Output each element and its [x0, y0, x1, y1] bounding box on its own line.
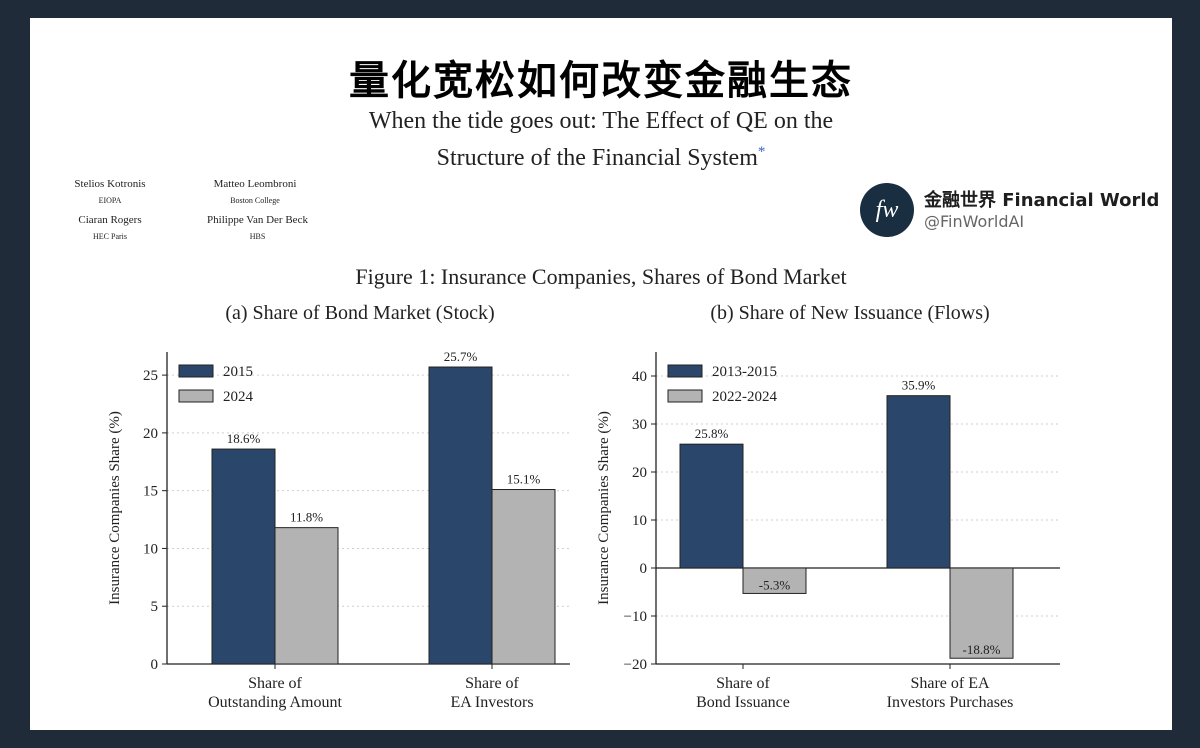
data-label-b-0-1: 35.9% [902, 378, 936, 393]
bar-charts: 0 5 10 15 20 25 Insurance Companies Share (%) 1… [107, 349, 1060, 711]
author-affiliation: HEC Paris [93, 232, 127, 241]
data-label-a-1-0: 11.8% [290, 510, 323, 525]
author-name: Stelios Kotronis [74, 178, 146, 190]
author-vanderbeck: Philippe Van Der Beck HBS [190, 214, 325, 241]
x-tick-label-a: Share of [465, 675, 519, 692]
data-label-a-0-1: 25.7% [444, 349, 478, 364]
subplot-b-title: (b) Share of New Issuance (Flows) [710, 302, 990, 324]
y-tick-label-a: 25 [143, 368, 158, 384]
y-tick-label-a: 10 [143, 541, 158, 557]
author-affiliation: EIOPA [98, 196, 122, 205]
paper-title-line1: When the tide goes out: The Effect of QE… [368, 108, 834, 134]
y-tick-label-b: 30 [632, 417, 647, 433]
y-tick-label-b: 20 [632, 465, 647, 481]
x-tick-label-b: Bond Issuance [696, 694, 790, 711]
author-kotronis: Stelios Kotronis EIOPA [50, 178, 170, 205]
author-leombroni: Matteo Leombroni Boston College [195, 178, 315, 205]
x-tick-label-b: Share of [716, 675, 770, 692]
legend-label-b-0: 2013-2015 [712, 364, 777, 380]
paper-title-line2: Structure of the Financial System* [30, 144, 1172, 172]
author-affiliation: Boston College [230, 196, 280, 205]
legend-label-a-1: 2024 [223, 389, 254, 405]
main-title: 量化宽松如何改变金融生态 [349, 58, 853, 104]
bar-a-0-1 [428, 366, 493, 665]
footnote-asterisk[interactable]: * [757, 144, 766, 160]
legend-swatch-a-1 [178, 389, 214, 403]
bar-b-0-0 [679, 443, 744, 569]
legend-swatch-a-0 [178, 364, 214, 378]
bar-a-1-1 [491, 489, 556, 665]
y-tick-label-a: 5 [151, 599, 159, 615]
figure-title: Figure 1: Insurance Companies, Shares of… [355, 264, 847, 289]
bar-a-1-0 [274, 527, 339, 665]
legend-swatch-b-0 [667, 364, 703, 378]
brand-name: 金融世界 Financial World [924, 190, 1160, 211]
x-tick-label-a: Outstanding Amount [208, 694, 342, 711]
data-label-a-1-1: 15.1% [507, 472, 541, 487]
data-label-b-0-0: 25.8% [695, 426, 729, 441]
author-name: Philippe Van Der Beck [207, 214, 308, 226]
brand-handle: @FinWorldAI [924, 212, 1025, 231]
y-tick-label-a: 15 [143, 484, 158, 500]
brand-watermark: fw 金融世界 Financial World @FinWorldAI [860, 183, 1160, 237]
paper-title-line2-text: Structure of the Financial System [436, 145, 758, 171]
subplot-a-title: (a) Share of Bond Market (Stock) [225, 302, 495, 324]
y-tick-label-b: 0 [640, 561, 648, 577]
x-tick-label-b: Investors Purchases [887, 694, 1014, 711]
x-tick-label-b: Share of EA [910, 675, 990, 692]
legend-label-b-1: 2022-2024 [712, 389, 777, 405]
paper-page: 量化宽松如何改变金融生态 When the tide goes out: The… [30, 18, 1172, 730]
y-tick-label-b: 10 [632, 513, 647, 529]
brand-logo: fw [860, 183, 914, 237]
bar-a-0-0 [211, 448, 276, 665]
author-rogers: Ciaran Rogers HEC Paris [50, 214, 170, 241]
author-name: Matteo Leombroni [213, 178, 297, 190]
y-tick-label-b: 40 [632, 369, 647, 385]
y-axis-label-b: Insurance Companies Share (%) [596, 411, 612, 605]
bar-b-0-1 [886, 395, 951, 569]
legend-label-a-0: 2015 [223, 364, 253, 380]
bar-b-1-1 [949, 567, 1014, 659]
data-label-b-1-0: -5.3% [759, 577, 791, 592]
y-tick-label-a: 0 [151, 657, 159, 673]
author-name: Ciaran Rogers [78, 214, 142, 226]
legend-swatch-b-1 [667, 389, 703, 403]
data-label-b-1-1: -18.8% [963, 642, 1001, 657]
y-tick-label-b: −10 [624, 609, 647, 625]
y-axis-label-a: Insurance Companies Share (%) [107, 411, 123, 605]
y-tick-label-b: −20 [624, 657, 647, 673]
x-tick-label-a: Share of [248, 675, 302, 692]
bar-b-1-0 [742, 567, 807, 594]
author-affiliation: HBS [249, 232, 266, 241]
data-label-a-0-0: 18.6% [227, 431, 261, 446]
x-tick-label-a: EA Investors [450, 694, 533, 711]
y-tick-label-a: 20 [143, 426, 158, 442]
